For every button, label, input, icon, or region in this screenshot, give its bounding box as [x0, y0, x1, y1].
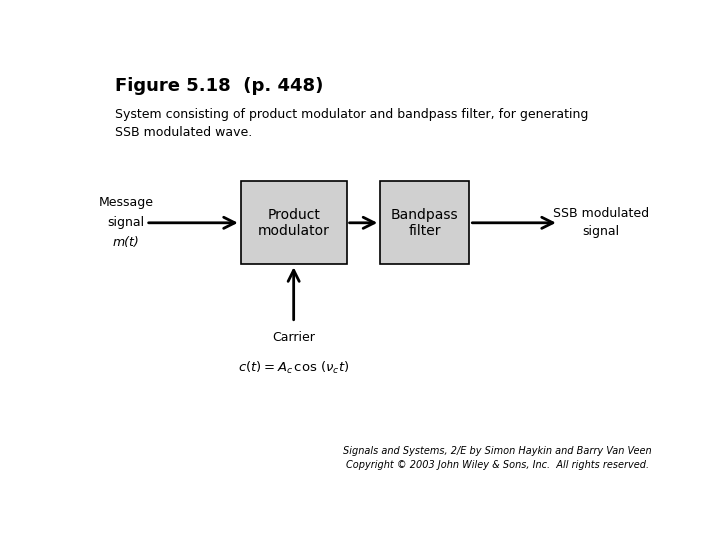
Text: Figure 5.18  (p. 448): Figure 5.18 (p. 448) — [115, 77, 323, 95]
Text: Bandpass
filter: Bandpass filter — [391, 208, 459, 238]
Text: Message: Message — [99, 197, 154, 210]
Bar — [240, 181, 347, 265]
Text: $c(t) = A_c\,\cos\,(\nu_c t)$: $c(t) = A_c\,\cos\,(\nu_c t)$ — [238, 360, 349, 376]
Text: signal: signal — [108, 217, 145, 230]
Text: Signals and Systems, 2/E by Simon Haykin and Barry Van Veen
Copyright © 2003 Joh: Signals and Systems, 2/E by Simon Haykin… — [343, 446, 652, 470]
Text: Carrier: Carrier — [272, 331, 315, 344]
Text: System consisting of product modulator and bandpass filter, for generating
SSB m: System consisting of product modulator a… — [115, 109, 588, 139]
Text: m(t): m(t) — [113, 237, 140, 249]
Text: SSB modulated
signal: SSB modulated signal — [552, 207, 649, 238]
Bar — [380, 181, 469, 265]
Text: Product
modulator: Product modulator — [258, 208, 330, 238]
